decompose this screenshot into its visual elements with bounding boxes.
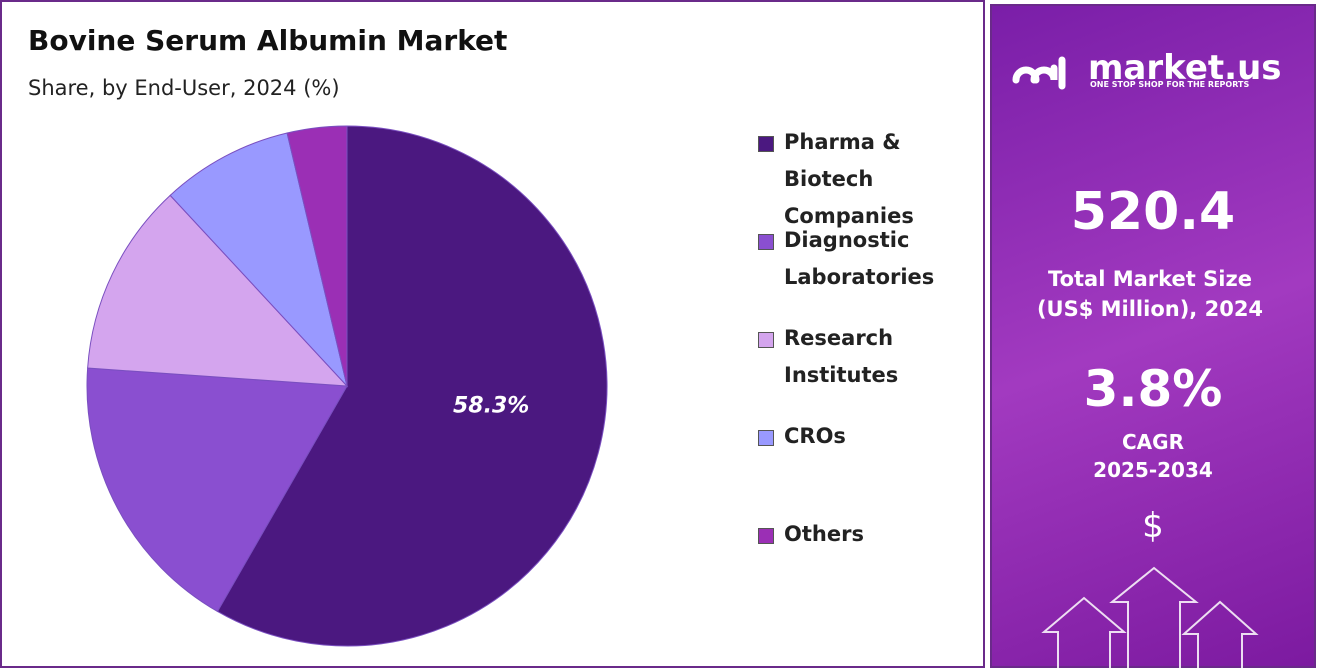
pie-slice bbox=[87, 194, 349, 387]
logo-icon bbox=[1012, 56, 1066, 90]
cagr-period: 2025-2034 bbox=[1093, 458, 1213, 482]
legend-item: Others bbox=[758, 516, 958, 553]
cagr-label: CAGR bbox=[1122, 430, 1184, 454]
legend-swatch bbox=[758, 136, 774, 152]
legend-swatch bbox=[758, 528, 774, 544]
arrows-decoration bbox=[1041, 566, 1259, 672]
legend-label: Others bbox=[784, 522, 864, 546]
legend-item: Diagnostic Laboratories bbox=[758, 222, 958, 296]
legend-item: CROs bbox=[758, 418, 958, 455]
data-label: 58.3% bbox=[453, 393, 529, 418]
sidebar: market.us ONE STOP SHOP FOR THE REPORTS … bbox=[990, 4, 1316, 672]
chart-title: Bovine Serum Albumin Market bbox=[28, 24, 508, 57]
pie-chart: 58.3% bbox=[86, 125, 608, 647]
legend-label: CROs bbox=[784, 424, 846, 448]
legend-label: Research Institutes bbox=[784, 326, 899, 387]
legend-label: Diagnostic Laboratories bbox=[784, 228, 935, 289]
brand: market.us bbox=[1088, 48, 1282, 88]
market-size: 520.4 bbox=[1070, 182, 1236, 242]
legend-swatch bbox=[758, 234, 774, 250]
pie-slice bbox=[216, 125, 608, 647]
pie-slice bbox=[86, 367, 348, 613]
market-size-label: Total Market Size (US$ Million), 2024 bbox=[1036, 267, 1264, 321]
legend-label: Pharma & Biotech Companies bbox=[784, 130, 914, 228]
chart-subtitle: Share, by End-User, 2024 (%) bbox=[28, 76, 340, 100]
legend-item: Research Institutes bbox=[758, 320, 958, 394]
legend-swatch bbox=[758, 332, 774, 348]
cagr: 3.8% bbox=[1083, 360, 1223, 418]
chart-panel bbox=[0, 0, 985, 668]
tagline: ONE STOP SHOP FOR THE REPORTS bbox=[1090, 80, 1250, 89]
pie-slice bbox=[169, 132, 348, 388]
legend-item: Pharma & Biotech Companies bbox=[758, 124, 958, 235]
dollar-icon: $ bbox=[1142, 506, 1164, 546]
legend-swatch bbox=[758, 430, 774, 446]
pie-slice bbox=[286, 125, 348, 387]
